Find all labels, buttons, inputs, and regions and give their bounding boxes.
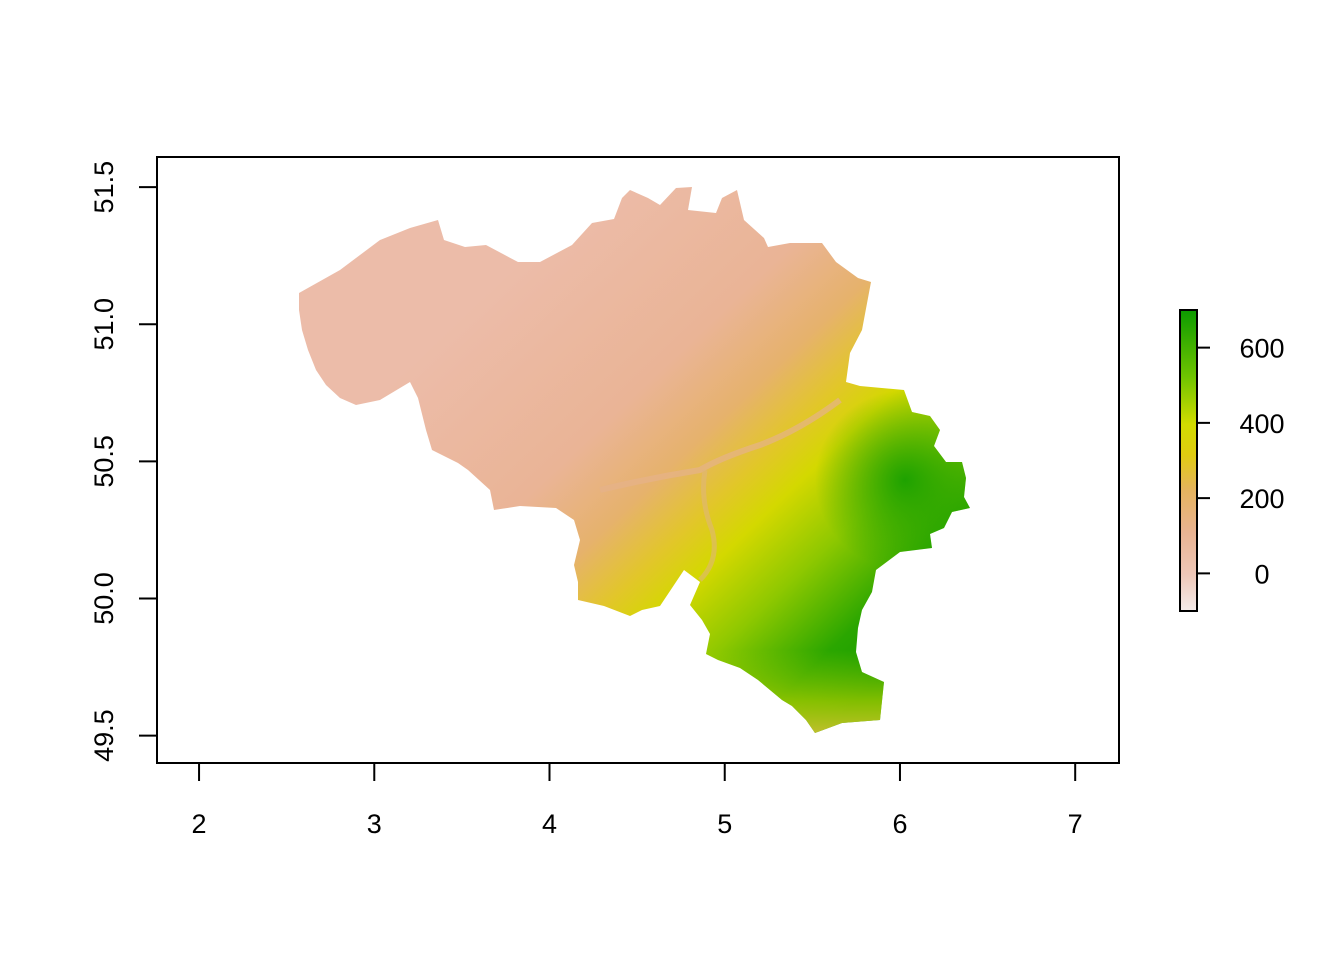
y-tick-label: 51.5 — [89, 161, 119, 214]
y-tick-label: 50.5 — [89, 435, 119, 488]
y-tick-label: 51.0 — [89, 298, 119, 351]
y-tick-label: 49.5 — [89, 709, 119, 762]
x-tick-label: 4 — [542, 809, 557, 839]
x-tick-label: 2 — [192, 809, 207, 839]
x-tick-label: 6 — [892, 809, 907, 839]
y-axis: 49.5 50.0 50.5 51.0 51.5 — [89, 161, 158, 762]
x-axis: 2 3 4 5 6 7 — [192, 762, 1083, 839]
legend-tick-label: 400 — [1239, 409, 1284, 439]
legend-tick-label: 600 — [1239, 334, 1284, 364]
belgium-elevation-raster — [299, 187, 970, 733]
y-tick-label: 50.0 — [89, 572, 119, 625]
elevation-legend: 0 200 400 600 — [1179, 309, 1285, 612]
x-tick-label: 5 — [717, 809, 732, 839]
legend-colorbar — [1179, 309, 1198, 612]
legend-tick-label: 200 — [1239, 484, 1284, 514]
x-tick-label: 3 — [367, 809, 382, 839]
x-tick-label: 7 — [1068, 809, 1083, 839]
legend-tick-label: 0 — [1254, 559, 1269, 589]
